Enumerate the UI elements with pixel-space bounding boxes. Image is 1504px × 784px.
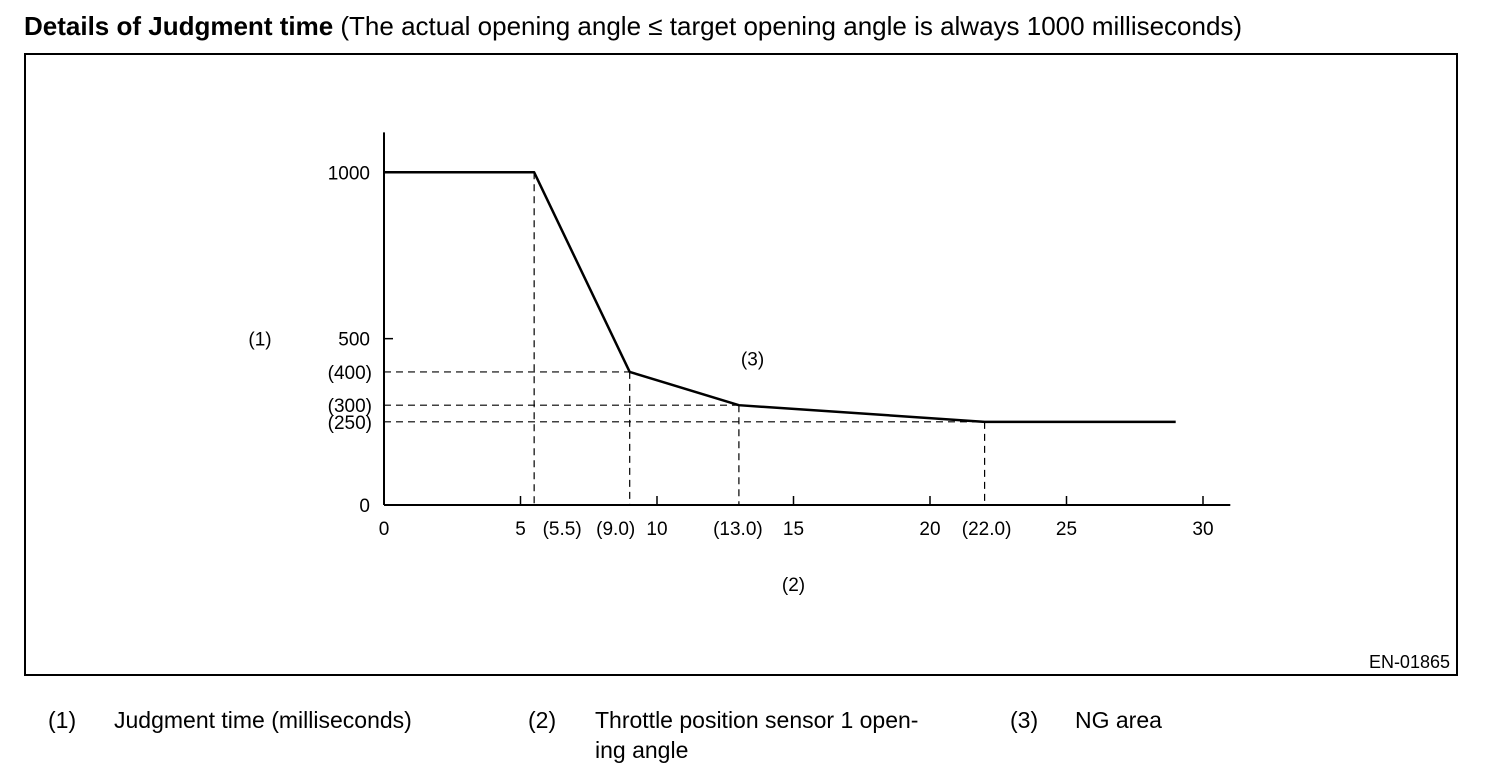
y-marked-label: (300) xyxy=(328,396,372,417)
legend-text: Throttle position sensor 1 open- ing ang… xyxy=(595,707,919,763)
y-marked-label: (250) xyxy=(328,413,372,434)
x-tick-label: 10 xyxy=(646,519,667,540)
heading-bold: Details of Judgment time xyxy=(24,11,334,41)
x-tick-label: 5 xyxy=(515,519,526,540)
figure-code: EN-01865 xyxy=(1368,652,1450,672)
legend-text: Judgment time (milliseconds) xyxy=(114,707,412,733)
x-axis-label: (2) xyxy=(782,575,805,596)
x-marked-label: (5.5) xyxy=(543,519,582,540)
y-marked-label: (400) xyxy=(328,363,372,384)
legend-number: (1) xyxy=(48,707,77,733)
x-tick-label: 30 xyxy=(1192,519,1213,540)
x-tick-label: 25 xyxy=(1056,519,1077,540)
y-tick-label: 0 xyxy=(359,496,370,517)
x-marked-label: (13.0) xyxy=(713,519,763,540)
x-marked-label: (22.0) xyxy=(962,519,1012,540)
heading-rest: (The actual opening angle ≤ target openi… xyxy=(333,11,1243,41)
ng-area-label: (3) xyxy=(741,350,764,371)
figure-heading: Details of Judgment time (The actual ope… xyxy=(24,10,1242,42)
legend-number: (3) xyxy=(1010,707,1039,733)
y-tick-label: 1000 xyxy=(328,163,370,184)
figure-frame xyxy=(24,53,1458,676)
x-tick-label: 0 xyxy=(379,519,390,540)
legend-text: NG area xyxy=(1075,707,1162,733)
x-tick-label: 15 xyxy=(783,519,804,540)
y-tick-label: 500 xyxy=(338,330,370,351)
x-marked-label: (9.0) xyxy=(596,519,635,540)
y-axis-label: (1) xyxy=(248,330,271,351)
x-tick-label: 20 xyxy=(919,519,940,540)
judgment-time-line xyxy=(384,171,1176,424)
legend-number: (2) xyxy=(528,707,557,733)
